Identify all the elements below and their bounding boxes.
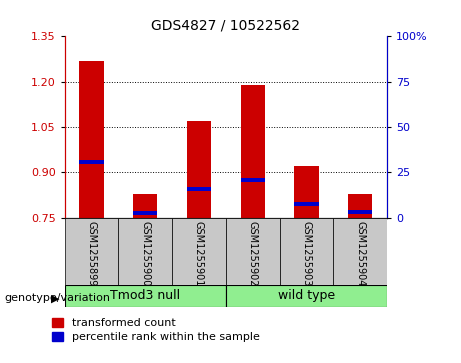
Text: genotype/variation: genotype/variation <box>5 293 111 303</box>
Text: GSM1255901: GSM1255901 <box>194 221 204 286</box>
Text: GSM1255902: GSM1255902 <box>248 221 258 287</box>
Text: GSM1255903: GSM1255903 <box>301 221 312 286</box>
Bar <box>226 218 280 285</box>
Bar <box>295 166 319 218</box>
Bar <box>187 121 211 218</box>
Title: GDS4827 / 10522562: GDS4827 / 10522562 <box>151 19 301 32</box>
Text: Tmod3 null: Tmod3 null <box>110 289 180 302</box>
Text: ▶: ▶ <box>51 293 59 303</box>
Text: wild type: wild type <box>278 289 335 302</box>
Bar <box>241 178 265 182</box>
Bar <box>295 203 319 206</box>
Bar <box>226 285 387 307</box>
Bar <box>348 193 372 218</box>
Legend: transformed count, percentile rank within the sample: transformed count, percentile rank withi… <box>52 318 260 342</box>
Bar <box>133 193 157 218</box>
Bar <box>172 218 226 285</box>
Bar <box>65 285 226 307</box>
Text: GSM1255900: GSM1255900 <box>140 221 150 286</box>
Bar <box>241 85 265 218</box>
Bar <box>333 218 387 285</box>
Bar <box>118 218 172 285</box>
Bar <box>348 210 372 213</box>
Bar <box>79 61 104 218</box>
Text: GSM1255899: GSM1255899 <box>86 221 96 286</box>
Text: GSM1255904: GSM1255904 <box>355 221 366 286</box>
Bar <box>133 211 157 215</box>
Bar <box>65 218 118 285</box>
Bar <box>280 218 333 285</box>
Bar <box>187 187 211 191</box>
Bar <box>79 160 104 164</box>
